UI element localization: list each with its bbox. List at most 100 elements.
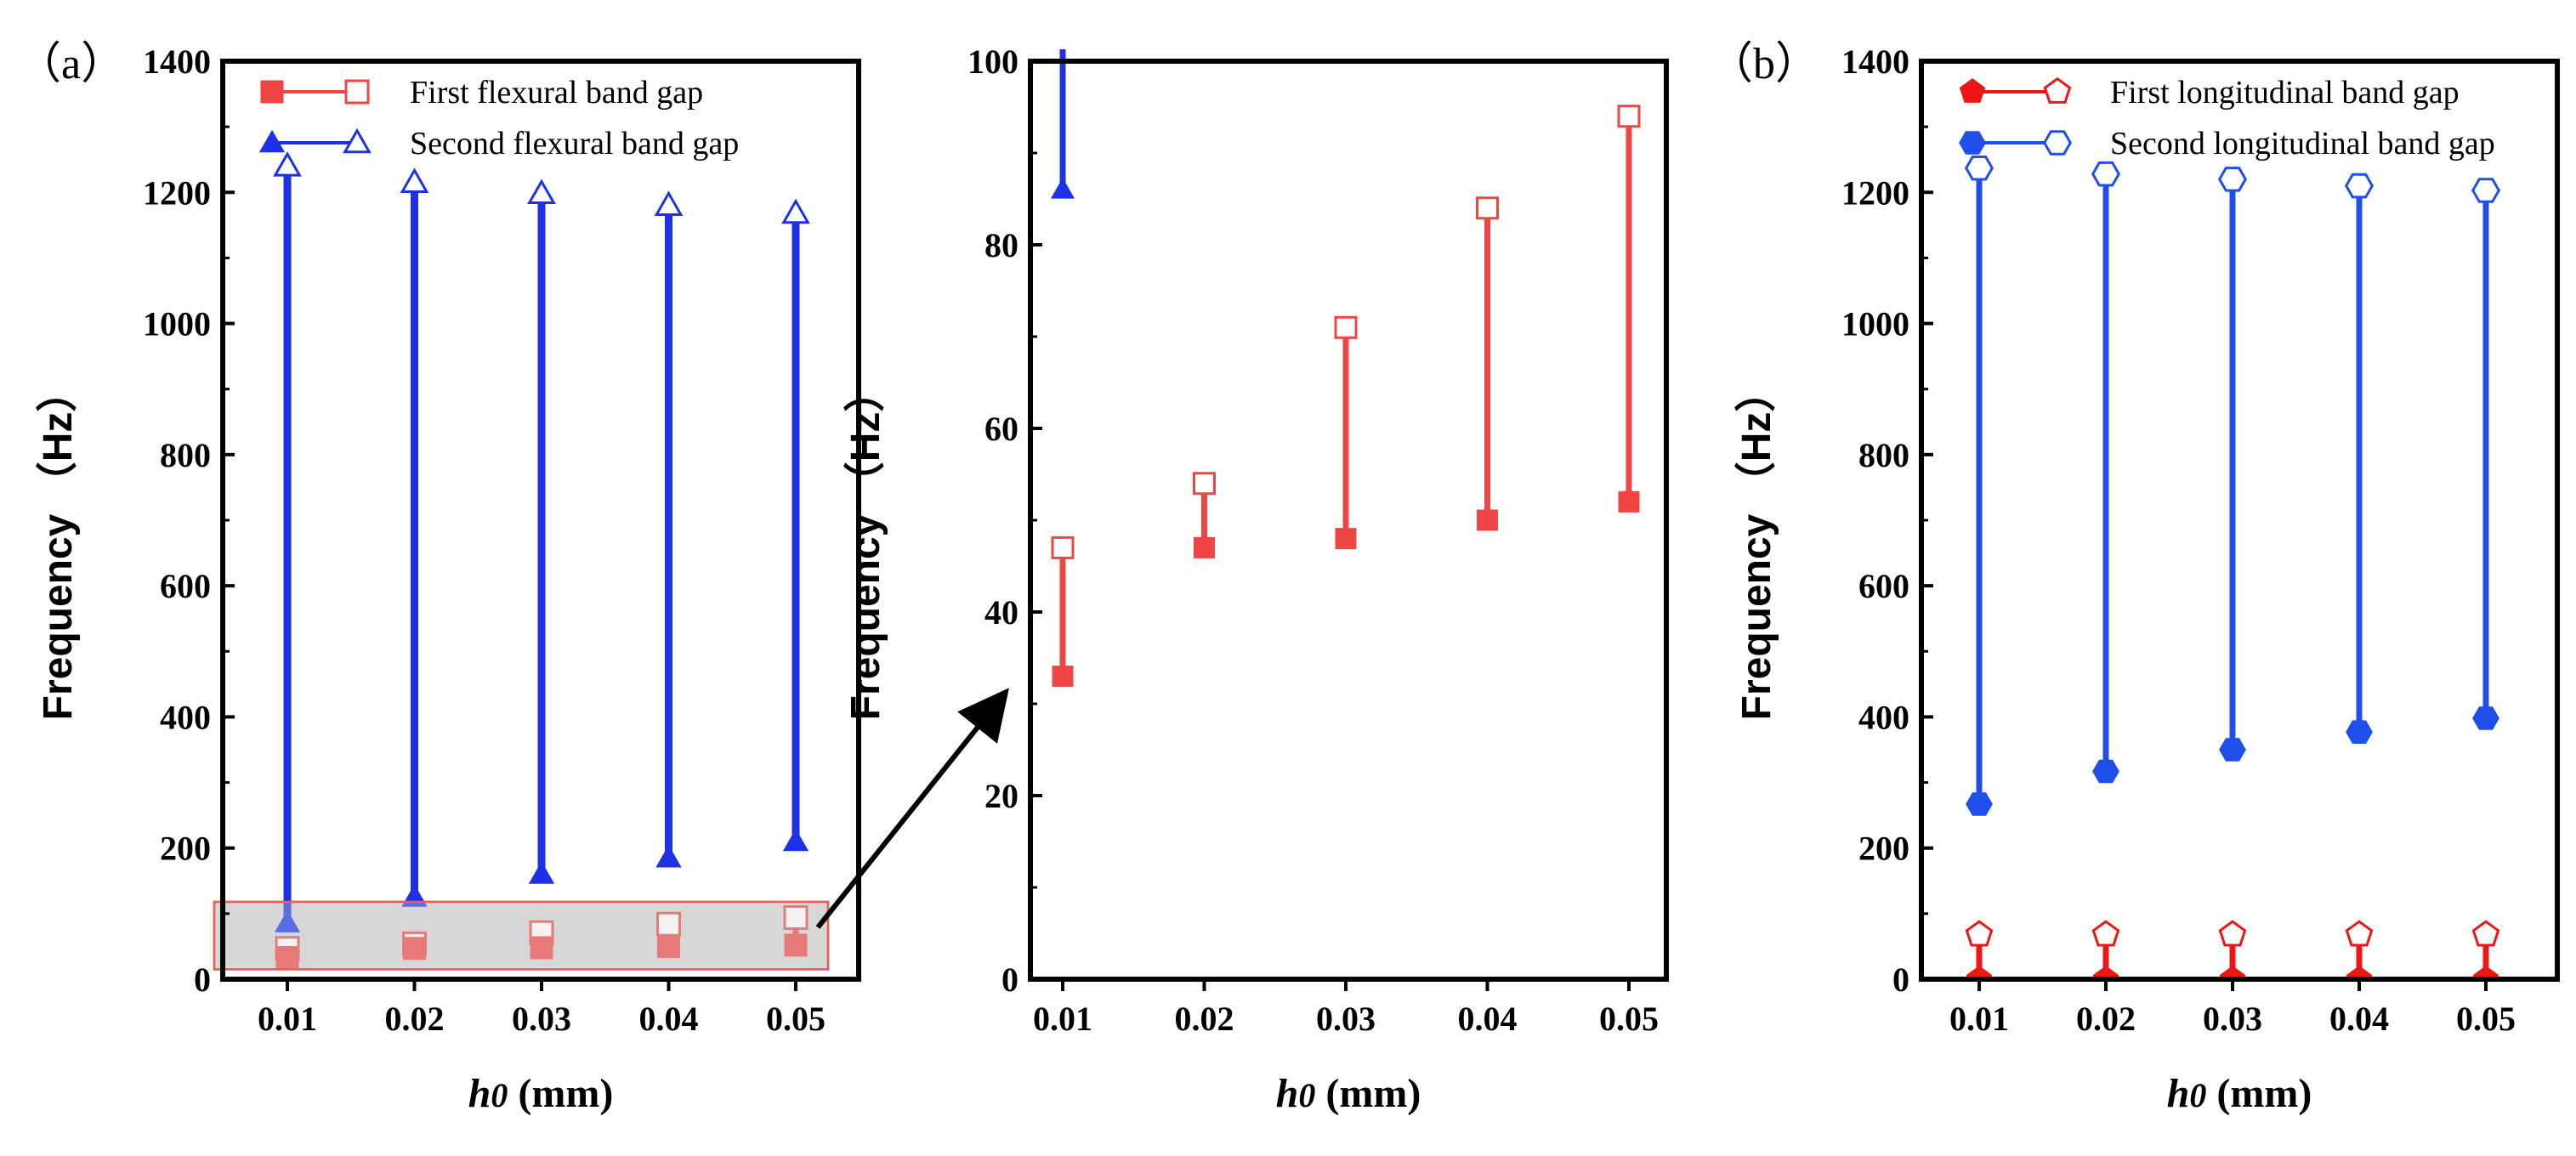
legend-filled-marker	[258, 129, 286, 153]
panel-zoom-flexural-chart: 0 20 40 60 80 100 0.01 0.02 0.03 0.04 0.05 Frequenc…	[843, 42, 1669, 1116]
y-tick-label: 20	[984, 777, 1018, 815]
legend-open-marker	[2042, 130, 2073, 156]
second-flexural-band-gap-upper-point-4	[781, 198, 810, 224]
zoom-highlight-box	[213, 900, 830, 971]
y-tick-label: 0	[194, 960, 211, 999]
legend-open-marker	[2043, 76, 2072, 104]
y-tick-label: 600	[1858, 567, 1909, 605]
x-tick-label: 0.04	[2329, 1000, 2389, 1038]
second-longitudinal-band-gap-lower-point-0	[1966, 792, 1993, 816]
first-longitudinal-band-gap-upper-point-3	[2345, 920, 2374, 947]
first-flexural-band-gap-lower-point-1	[1194, 536, 1215, 558]
second-longitudinal-band-gap-upper-point-4	[2471, 178, 2501, 203]
legend-open-marker	[343, 128, 372, 154]
panel-label: （a）	[17, 40, 125, 88]
first-flexural-band-gap-lower-point-4	[1618, 490, 1640, 513]
x-tick-label: 0.02	[2076, 1000, 2136, 1038]
legend-label: Second flexural band gap	[410, 126, 739, 162]
y-tick-label: 1400	[143, 42, 211, 81]
first-longitudinal-band-gap-upper-point-1	[2091, 920, 2120, 947]
x-axis-label: h0 (mm)	[468, 1071, 614, 1116]
legend-entry-1: First flexural band gap	[260, 75, 703, 110]
second-flexural-band-gap-upper-point-1	[400, 167, 429, 193]
y-axis-label: Frequency （Hz）	[36, 371, 81, 721]
second-longitudinal-band-gap-lower-point-3	[2346, 720, 2373, 744]
first-longitudinal-band-gap-upper-point-0	[1965, 920, 1994, 947]
x-tick-label: 0.02	[1175, 1000, 1234, 1038]
x-tick-label: 0.03	[512, 1000, 571, 1038]
y-tick-label: 1200	[143, 173, 211, 212]
second-longitudinal-band-gap-upper-point-1	[2091, 161, 2121, 187]
plot-frame	[1919, 59, 2560, 982]
x-axis-label: h0 (mm)	[2167, 1071, 2312, 1116]
first-flexural-band-gap-upper-point-1	[1193, 472, 1216, 496]
x-tick-label: 0.05	[1599, 1000, 1659, 1038]
x-tick-label: 0.01	[258, 1000, 317, 1038]
first-flexural-band-gap-lower-point-2	[530, 936, 553, 960]
first-longitudinal-band-gap-lower-point-4	[2472, 966, 2499, 979]
y-tick-label: 800	[160, 436, 211, 474]
first-flexural-band-gap-lower-point-4	[784, 933, 808, 957]
x-axis-label: h0 (mm)	[1276, 1071, 1421, 1116]
x-tick-label: 0.04	[639, 1000, 699, 1038]
first-longitudinal-band-gap-lower-point-0	[1966, 966, 1993, 979]
first-longitudinal-band-gap-upper-point-4	[2471, 920, 2500, 947]
legend-entry-2: Second longitudinal band gap	[1959, 126, 2495, 162]
zoom-connector-arrow	[815, 688, 1009, 929]
first-flexural-band-gap-upper-point-4	[1617, 105, 1641, 128]
first-flexural-band-gap-upper-point-3	[1476, 196, 1499, 220]
y-axis-label: Frequency （Hz）	[1734, 371, 1779, 721]
y-tick-label: 1400	[1841, 42, 1909, 81]
y-tick-label: 1200	[1841, 173, 1909, 212]
y-tick-label: 400	[160, 698, 211, 736]
second-flexural-band-gap-upper-point-2	[527, 178, 556, 205]
second-flexural-band-gap-lower-point-0	[1050, 177, 1075, 199]
x-tick-label: 0.01	[1949, 1000, 2009, 1038]
y-tick-label: 200	[1858, 830, 1909, 868]
first-flexural-band-gap-lower-point-3	[657, 934, 680, 958]
panel-a-flexural-chart: 0 200 400 600 800 1000 1200 1400 0.01 0.02 0.03 0.0…	[17, 40, 861, 1116]
legend-filled-marker	[1959, 78, 1986, 103]
first-flexural-band-gap-upper-point-0	[1051, 536, 1075, 559]
x-tick-label: 0.05	[766, 1000, 826, 1038]
second-flexural-band-gap-upper-point-3	[654, 190, 684, 216]
second-longitudinal-band-gap-upper-point-3	[2344, 173, 2375, 199]
first-flexural-band-gap-upper-point-4	[783, 904, 809, 930]
x-tick-label: 0.04	[1458, 1000, 1518, 1038]
x-tick-label: 0.01	[1033, 1000, 1092, 1038]
legend-entry-1: First longitudinal band gap	[1959, 75, 2460, 110]
legend-label: First flexural band gap	[410, 75, 703, 110]
y-tick-label: 400	[1858, 698, 1909, 736]
zoom-highlight-overlay	[213, 900, 830, 971]
second-longitudinal-band-gap-upper-point-2	[2217, 167, 2248, 192]
first-longitudinal-band-gap-lower-point-1	[2092, 966, 2119, 979]
y-axis-label: Frequency （Hz）	[843, 371, 888, 721]
first-longitudinal-band-gap-upper-point-2	[2218, 920, 2247, 947]
first-flexural-band-gap-lower-point-1	[403, 937, 426, 960]
first-flexural-band-gap-lower-point-0	[1052, 666, 1074, 688]
second-longitudinal-band-gap-lower-point-2	[2219, 738, 2246, 762]
x-tick-label: 0.05	[2456, 1000, 2516, 1038]
legend-label: First longitudinal band gap	[2110, 75, 2460, 110]
second-longitudinal-band-gap-upper-point-0	[1964, 156, 1994, 181]
panel-b-longitudinal-chart: 0 200 400 600 800 1000 1200 1400 0.01 0.02 0.03 0.0…	[1709, 40, 2560, 1116]
y-tick-label: 600	[160, 567, 211, 605]
zoom-arrow-line	[815, 688, 1009, 929]
second-longitudinal-band-gap-lower-point-4	[2472, 706, 2499, 730]
second-flexural-band-gap-lower-point-2	[528, 861, 555, 884]
y-tick-label: 60	[984, 410, 1018, 448]
panel-label: （b）	[1709, 40, 1819, 88]
y-tick-label: 0	[1001, 960, 1018, 999]
x-tick-label: 0.02	[385, 1000, 445, 1038]
first-flexural-band-gap-upper-point-2	[1334, 315, 1358, 339]
first-flexural-band-gap-lower-point-3	[1477, 509, 1498, 531]
legend-filled-marker	[1959, 131, 1986, 155]
second-longitudinal-band-gap-lower-point-1	[2092, 759, 2119, 784]
y-tick-label: 800	[1858, 436, 1909, 474]
legend-filled-marker	[260, 80, 284, 104]
first-longitudinal-band-gap-lower-point-2	[2219, 966, 2246, 979]
y-tick-label: 200	[160, 830, 211, 868]
second-flexural-band-gap-lower-point-4	[782, 828, 809, 852]
second-flexural-band-gap-lower-point-0	[274, 910, 301, 932]
